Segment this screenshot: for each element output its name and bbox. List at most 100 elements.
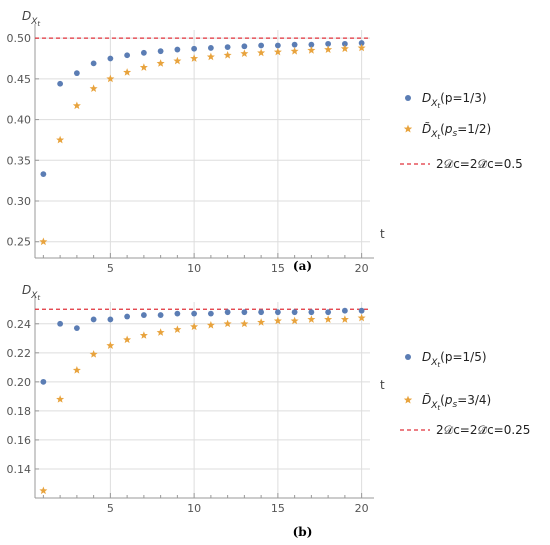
data-point	[140, 49, 147, 56]
data-point	[157, 48, 164, 55]
data-point	[124, 313, 131, 320]
data-point	[274, 42, 281, 49]
series-2	[39, 43, 366, 246]
data-point	[56, 135, 65, 144]
data-point	[106, 341, 115, 349]
panel-label: (a)	[293, 259, 312, 273]
y-tick-label: 0.25	[7, 236, 32, 249]
data-point	[123, 335, 132, 344]
data-point	[173, 56, 182, 65]
data-point	[174, 46, 181, 53]
y-tick-label: 0.16	[7, 434, 32, 447]
data-point	[40, 171, 47, 178]
data-point	[258, 42, 265, 49]
data-point	[224, 309, 231, 316]
data-point	[223, 51, 232, 59]
legend-label-1: DXt(p=1/5)	[422, 350, 487, 369]
data-point	[124, 52, 131, 59]
x-tick-label: 20	[355, 262, 369, 275]
data-point	[73, 70, 80, 77]
series-2	[39, 313, 366, 495]
legend-label-reference: 2𝒟c=2𝒟̃c=0.5	[436, 157, 523, 171]
data-point	[257, 318, 266, 326]
data-point	[207, 45, 214, 51]
legend-marker-star	[403, 124, 413, 133]
chart-panel-2: 5 10 15 20 0.14 0.16 0.18 0.20 0.22 0.24 DXt t DXt(p…	[7, 283, 531, 539]
data-point	[206, 52, 215, 61]
data-point	[325, 309, 332, 316]
data-point	[40, 378, 47, 385]
data-point	[106, 74, 115, 83]
data-point	[123, 68, 132, 76]
data-point	[89, 84, 98, 93]
y-tick-label: 0.35	[7, 154, 32, 167]
series-1	[40, 307, 365, 385]
data-point	[241, 309, 248, 316]
data-point	[340, 44, 349, 53]
data-point	[57, 80, 64, 87]
data-point	[258, 309, 265, 316]
x-axis-label: t	[380, 378, 385, 392]
data-point	[139, 63, 148, 71]
data-point	[57, 320, 64, 327]
legend-label-2: D̃Xt(ps=1/2)	[422, 122, 491, 141]
y-tick-label: 0.45	[7, 73, 32, 86]
data-point	[140, 312, 147, 318]
data-point	[358, 307, 365, 314]
x-tick-label: 5	[107, 262, 114, 275]
x-tick-label: 15	[271, 502, 285, 515]
legend-label-1: DXt(p=1/3)	[422, 91, 487, 110]
x-axis-label: t	[380, 227, 385, 241]
x-tick-label: 5	[107, 502, 114, 515]
data-point	[190, 54, 199, 62]
legend-marker-star	[403, 395, 413, 404]
data-point	[241, 43, 248, 50]
y-tick-label: 0.30	[7, 195, 32, 208]
data-point	[257, 48, 266, 57]
data-point	[291, 41, 298, 48]
data-point	[341, 40, 348, 47]
x-tick-label: 20	[355, 502, 369, 515]
data-point	[240, 49, 249, 58]
data-point	[224, 44, 231, 50]
data-point	[308, 41, 315, 48]
data-point	[139, 331, 148, 339]
data-point	[157, 312, 164, 318]
legend-marker-dot	[405, 95, 411, 101]
x-tick-label: 10	[187, 502, 201, 515]
data-point	[206, 321, 215, 329]
data-point	[72, 101, 81, 110]
y-tick-label: 0.18	[7, 405, 32, 418]
data-point	[173, 325, 182, 333]
x-tick-label: 15	[271, 262, 285, 275]
data-point	[191, 45, 198, 52]
legend-label-reference: 2𝒟c=2𝒟̃c=0.25	[436, 423, 530, 437]
data-point	[357, 313, 366, 322]
data-point	[274, 309, 281, 316]
data-point	[72, 366, 81, 374]
data-point	[290, 316, 299, 325]
data-point	[174, 310, 181, 317]
data-point	[207, 310, 214, 317]
data-point	[273, 316, 282, 325]
legend: DXt(p=1/5) D̃Xt(ps=3/4) 2𝒟c=2𝒟̃c=0.25	[400, 350, 530, 437]
data-point	[73, 325, 80, 332]
legend-marker-dot	[405, 354, 411, 360]
y-tick-label: 0.40	[7, 114, 32, 127]
data-point	[307, 46, 316, 54]
data-point	[156, 59, 165, 67]
data-point	[357, 43, 366, 52]
data-point	[307, 315, 316, 323]
legend: DXt(p=1/3) D̃Xt(ps=1/2) 2𝒟c=2𝒟̃c=0.5	[400, 91, 523, 171]
data-point	[39, 237, 48, 246]
data-point	[358, 40, 365, 46]
y-tick-label: 0.20	[7, 376, 32, 389]
y-axis-label: DXt	[22, 9, 40, 28]
data-point	[107, 55, 114, 62]
y-axis-label: DXt	[22, 283, 40, 302]
data-point	[56, 395, 65, 403]
data-point	[39, 486, 48, 495]
x-tick-label: 10	[187, 262, 201, 275]
data-point	[190, 322, 199, 331]
